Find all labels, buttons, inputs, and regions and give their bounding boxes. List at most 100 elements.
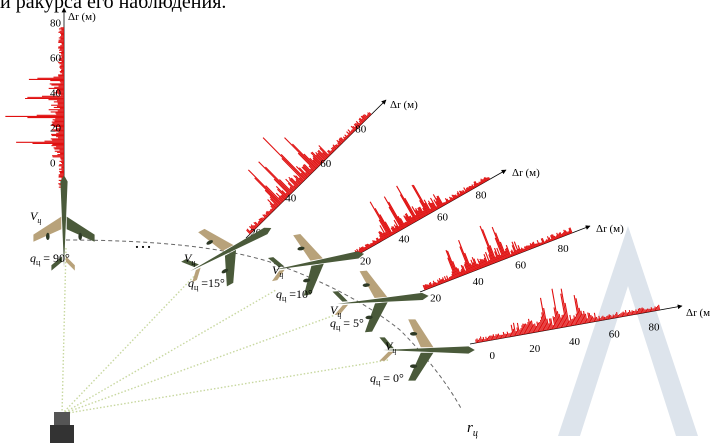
tick-label: 80 bbox=[355, 124, 367, 136]
velocity-label: Vц bbox=[184, 251, 195, 267]
profile-spike bbox=[506, 334, 507, 337]
tick-label: 60 bbox=[609, 329, 621, 341]
profile-spike bbox=[592, 316, 593, 322]
profile-spike bbox=[638, 309, 639, 314]
profile-spike bbox=[631, 312, 632, 315]
tick-label: 40 bbox=[569, 336, 581, 348]
profile-spike bbox=[476, 339, 477, 342]
angle-label: qц = 90° bbox=[30, 251, 70, 267]
profile-spike bbox=[625, 312, 626, 316]
profile-spike bbox=[496, 334, 497, 339]
profile-spike bbox=[502, 335, 503, 338]
profile-spike bbox=[511, 332, 512, 336]
axis-label: Δr (м) bbox=[390, 99, 418, 111]
aircraft-0: Vц qц = 90° bbox=[30, 175, 95, 270]
profile-spike bbox=[608, 315, 609, 319]
profile-spike bbox=[298, 153, 315, 170]
profile-spike bbox=[503, 332, 504, 338]
tick-label: 60 bbox=[50, 53, 62, 65]
profile-spike bbox=[493, 334, 494, 339]
profile-spike bbox=[492, 227, 504, 259]
velocity-label: Vц bbox=[385, 339, 396, 355]
radar-station-icon bbox=[50, 412, 74, 443]
velocity-label: Vц bbox=[30, 209, 41, 225]
profile-spike bbox=[616, 314, 617, 318]
tick-label: 40 bbox=[285, 193, 297, 205]
profile-spike bbox=[636, 310, 637, 315]
profile-spike bbox=[510, 333, 511, 336]
profile-spike bbox=[628, 312, 629, 315]
profile-spike bbox=[459, 240, 471, 272]
profile-spike bbox=[611, 315, 612, 319]
profile-spike bbox=[479, 338, 480, 342]
angle-label: qц = 0° bbox=[370, 371, 404, 387]
profile-spike bbox=[641, 308, 642, 313]
profile-spike bbox=[617, 312, 618, 317]
profile-spike bbox=[649, 309, 650, 312]
profile-spike bbox=[542, 242, 543, 244]
tick-label: 0 bbox=[490, 350, 496, 362]
tick-label: 60 bbox=[320, 158, 332, 170]
profile-spike bbox=[482, 339, 483, 342]
profile-spike bbox=[632, 310, 633, 315]
tick-label: 40 bbox=[399, 234, 411, 246]
profile-spike bbox=[625, 310, 626, 316]
angle-label: qц = 5° bbox=[330, 316, 364, 332]
axis-label: Δr (м) bbox=[596, 223, 624, 235]
tick-label: 20 bbox=[430, 292, 442, 304]
profile-spike bbox=[516, 331, 517, 335]
axis-label: Δr (м bbox=[686, 307, 710, 319]
profile-spike bbox=[498, 334, 499, 339]
profile-spike bbox=[620, 314, 621, 317]
tick-label: 60 bbox=[515, 259, 527, 271]
profile-spike bbox=[609, 314, 610, 319]
profile-spike bbox=[621, 313, 622, 317]
axis-label: Δr (м) bbox=[512, 167, 540, 179]
profile-spike bbox=[486, 337, 487, 341]
profile-spike bbox=[604, 317, 605, 320]
tick-label: 80 bbox=[558, 243, 570, 255]
profile-spike bbox=[599, 316, 600, 321]
tick-label: 80 bbox=[476, 190, 488, 202]
profile-spike bbox=[623, 312, 624, 317]
profile-spike bbox=[551, 239, 552, 241]
tick-label: 40 bbox=[50, 88, 62, 100]
profile-spike bbox=[490, 336, 491, 341]
profile-spike bbox=[639, 308, 640, 313]
profile-spike bbox=[613, 315, 614, 319]
range-label: rц bbox=[467, 420, 478, 439]
profile-spike bbox=[647, 309, 648, 312]
profile-spike bbox=[645, 309, 646, 312]
profile-spike bbox=[603, 316, 604, 320]
profile-spike bbox=[446, 250, 457, 278]
profile-spike bbox=[646, 309, 647, 312]
profile-spike bbox=[483, 337, 484, 341]
profile-spike bbox=[655, 307, 656, 311]
profile-spike bbox=[553, 325, 554, 329]
ellipsis: … bbox=[134, 232, 152, 252]
angle-label: qц =10° bbox=[276, 287, 313, 303]
profile-spike bbox=[656, 307, 657, 310]
profile-spike bbox=[637, 311, 638, 314]
profile-spike bbox=[281, 154, 305, 179]
profile-spike bbox=[570, 321, 571, 326]
profile-spike bbox=[643, 308, 644, 312]
tick-label: 80 bbox=[50, 17, 62, 29]
profile-spike bbox=[520, 330, 521, 335]
profile-spike bbox=[460, 247, 470, 273]
aircraft-4: Vц qц = 0° bbox=[370, 319, 475, 387]
profile-spike bbox=[545, 241, 546, 243]
profile-spike bbox=[501, 335, 502, 338]
profile-spike bbox=[492, 336, 493, 340]
profile-spike bbox=[594, 318, 595, 322]
profile-spike bbox=[263, 138, 305, 180]
profile-spike bbox=[509, 333, 510, 337]
profile-spike bbox=[587, 318, 588, 322]
tick-label: 20 bbox=[50, 123, 62, 135]
profile-spike bbox=[602, 317, 603, 321]
